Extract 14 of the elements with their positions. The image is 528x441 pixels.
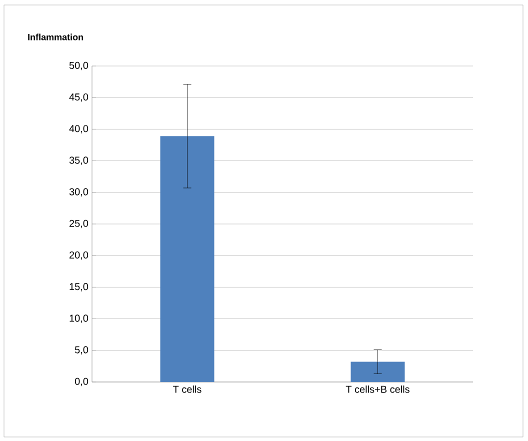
- y-tick-label: 10,0: [70, 314, 88, 323]
- y-tick-label: 30,0: [69, 188, 88, 197]
- y-tick-label: 35,0: [69, 156, 88, 165]
- y-tick-label: 0,0: [74, 378, 88, 386]
- y-tick-label: 5,0: [74, 346, 88, 355]
- chart-title: Inflammation: [28, 34, 83, 40]
- x-tick-label: T cells+B cells: [346, 386, 410, 393]
- x-tick-label: T cells: [173, 386, 202, 393]
- y-tick-label: 45,0: [69, 93, 88, 102]
- y-tick-label: 20,0: [70, 251, 88, 260]
- y-tick-label: 25,0: [70, 220, 88, 228]
- y-tick-label: 15,0: [70, 283, 88, 292]
- y-tick-label: 50,0: [69, 62, 88, 70]
- y-tick-label: 40,0: [69, 125, 88, 134]
